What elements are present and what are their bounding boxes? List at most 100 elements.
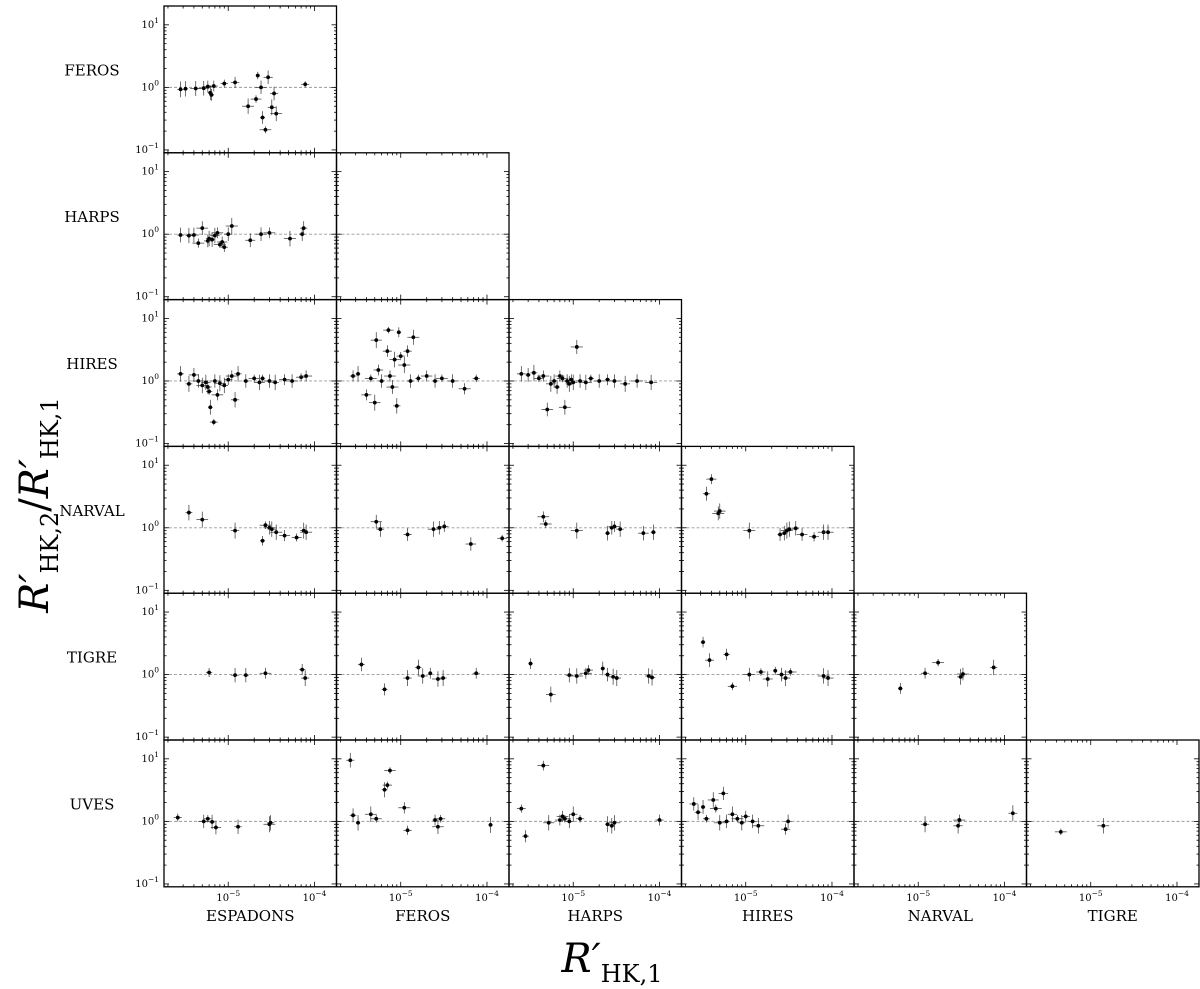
data-point [213, 241, 226, 248]
marker [209, 92, 214, 97]
data-point [432, 814, 438, 826]
marker [379, 379, 384, 383]
data-point [263, 816, 276, 833]
marker [793, 526, 798, 531]
marker [609, 823, 614, 828]
data-point [403, 670, 412, 687]
marker [701, 805, 705, 809]
marker [222, 245, 227, 250]
marker [773, 668, 778, 673]
marker [574, 345, 579, 349]
data-point [300, 524, 313, 540]
data-point [209, 418, 218, 426]
marker [1010, 811, 1015, 816]
marker [203, 380, 208, 385]
data-point [188, 227, 199, 243]
marker [211, 420, 216, 425]
data-point [406, 374, 415, 388]
marker [187, 381, 191, 386]
data-point [301, 670, 310, 687]
x-tick-label: 10−5 [1079, 889, 1103, 904]
y-tick-label: 10−1 [135, 581, 159, 596]
data-point [458, 383, 471, 395]
marker [368, 812, 373, 817]
panel-feros-vs-espadons: 101 100 10−1 [135, 5, 338, 156]
data-point [631, 374, 644, 388]
data-point [358, 657, 365, 672]
x-tick-label: 10−5 [216, 889, 240, 904]
marker [201, 819, 206, 824]
marker [612, 524, 617, 529]
data-point [415, 374, 422, 383]
marker [246, 104, 251, 109]
data-point [712, 506, 725, 521]
marker [274, 530, 279, 535]
data-point [565, 814, 573, 829]
data-point [897, 683, 903, 694]
marker [205, 84, 210, 89]
marker [398, 354, 403, 358]
data-point [349, 370, 357, 382]
data-point [522, 830, 529, 843]
marker [210, 820, 214, 824]
marker [416, 376, 421, 381]
data-point [207, 399, 213, 415]
marker [178, 371, 183, 376]
data-point [773, 666, 778, 675]
marker [175, 815, 180, 820]
data-point [956, 667, 969, 681]
data-point [570, 522, 583, 539]
marker [555, 385, 559, 389]
marker [268, 820, 273, 825]
data-point [259, 126, 272, 134]
marker [269, 105, 274, 110]
marker [266, 75, 271, 80]
marker [778, 532, 782, 537]
marker [390, 385, 395, 389]
data-point [700, 800, 706, 814]
marker [372, 400, 377, 405]
marker [523, 834, 528, 839]
marker [578, 379, 582, 383]
marker [217, 242, 222, 247]
data-point [209, 232, 215, 247]
marker [192, 233, 196, 237]
marker [405, 349, 410, 354]
marker [402, 363, 407, 367]
marker [691, 802, 696, 806]
marker [214, 825, 218, 830]
marker [546, 820, 551, 825]
marker [898, 686, 903, 691]
x-tick-label: 10−5 [734, 889, 758, 904]
data-point [516, 366, 526, 382]
row-label-feros: FEROS [64, 61, 119, 79]
data-point [920, 816, 930, 833]
marker [303, 82, 308, 87]
marker [210, 237, 214, 242]
data-point [254, 374, 265, 391]
col-label-hires: HIRES [742, 907, 794, 925]
marker [605, 531, 610, 536]
marker [396, 330, 401, 335]
y-tick-label: 10−1 [135, 728, 159, 743]
marker [192, 373, 196, 377]
marker [759, 670, 763, 674]
marker [200, 517, 205, 522]
data-point [780, 670, 791, 687]
data-point [689, 797, 699, 811]
data-point [386, 380, 399, 394]
marker [709, 477, 714, 482]
data-point [203, 234, 212, 248]
marker [597, 379, 602, 383]
panel-frame [163, 152, 338, 301]
data-point [440, 521, 449, 532]
marker [382, 687, 387, 692]
marker [961, 672, 965, 676]
marker [569, 377, 574, 382]
data-point [213, 375, 226, 392]
data-point [300, 221, 308, 236]
marker [560, 376, 565, 381]
data-point [780, 823, 791, 835]
data-point [558, 399, 571, 415]
data-point [605, 525, 611, 541]
